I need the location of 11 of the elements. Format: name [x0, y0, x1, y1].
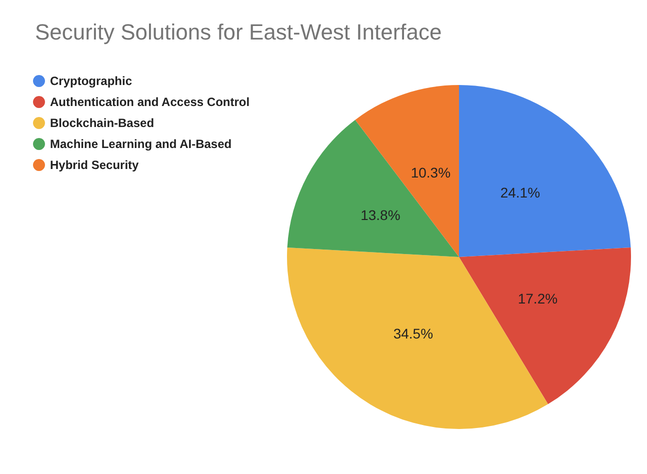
chart-title: Security Solutions for East-West Interface [35, 20, 442, 44]
legend-label: Authentication and Access Control [50, 95, 250, 109]
legend-label: Machine Learning and AI-Based [50, 137, 232, 151]
legend-label: Hybrid Security [50, 158, 140, 172]
legend-label: Blockchain-Based [50, 116, 154, 130]
data-label: 17.2% [518, 290, 558, 307]
data-label: 34.5% [393, 325, 434, 342]
legend-label: Cryptographic [50, 74, 132, 88]
data-label: 10.3% [410, 164, 451, 181]
data-label: 13.8% [360, 207, 400, 224]
data-label: 24.1% [500, 184, 540, 200]
